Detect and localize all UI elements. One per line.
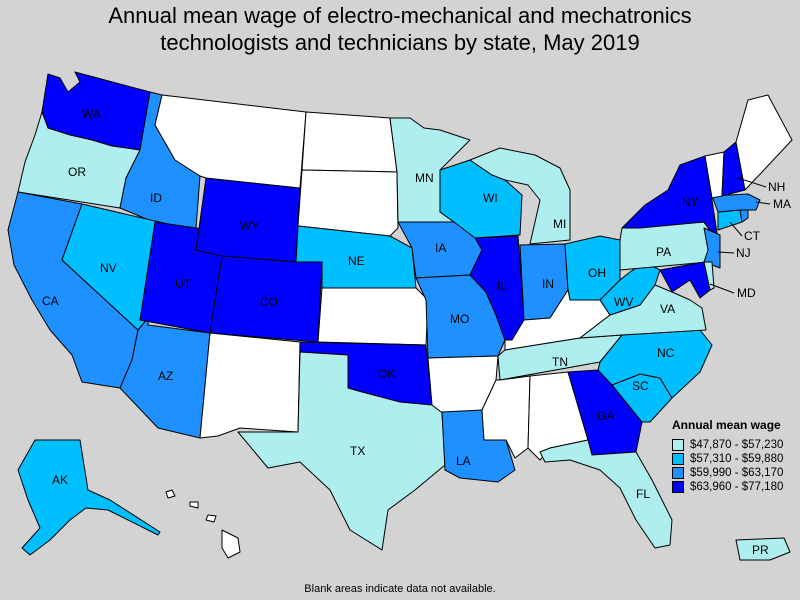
label-mo: MO <box>450 312 469 326</box>
label-nj: NJ <box>736 246 751 260</box>
state-sd[interactable] <box>297 169 399 237</box>
legend-label: $59,990 - $63,170 <box>690 467 784 479</box>
legend-swatch <box>672 481 684 493</box>
legend-label: $63,960 - $77,180 <box>690 481 784 493</box>
map-title: Annual mean wage of electro-mechanical a… <box>0 2 800 56</box>
label-mn: MN <box>415 171 434 185</box>
state-az[interactable] <box>119 317 211 439</box>
label-az: AZ <box>158 369 173 383</box>
label-ca: CA <box>42 294 59 308</box>
leader-md <box>709 283 735 294</box>
label-ia: IA <box>435 241 446 255</box>
leader-ma <box>755 201 771 205</box>
state-mi[interactable] <box>469 147 571 245</box>
state-labels: WA OR CA ID NV AZ UT WY CO NE OK TX MN I… <box>42 107 791 557</box>
leader-lines <box>709 177 771 294</box>
state-co[interactable] <box>209 255 323 343</box>
legend-swatch <box>672 439 684 451</box>
label-nv: NV <box>100 261 117 275</box>
state-pr[interactable] <box>735 537 791 561</box>
label-wi: WI <box>483 191 498 205</box>
label-or: OR <box>68 165 86 179</box>
label-ne: NE <box>348 254 365 268</box>
label-ct: CT <box>744 229 761 243</box>
state-hi[interactable] <box>165 489 241 559</box>
footnote: Blank areas indicate data not available. <box>304 583 496 595</box>
label-pa: PA <box>656 245 671 259</box>
label-ga: GA <box>597 409 614 423</box>
legend-item: $63,960 - $77,180 <box>672 480 798 494</box>
label-ut: UT <box>175 277 192 291</box>
map-title-line2: technologists and technicians by state, … <box>160 30 640 55</box>
label-il: IL <box>497 279 507 293</box>
label-ma: MA <box>773 197 791 211</box>
state-me[interactable] <box>735 94 793 191</box>
leader-nh <box>737 177 767 188</box>
state-ct[interactable] <box>717 209 743 231</box>
legend-title: Annual mean wage <box>672 418 781 432</box>
legend-swatch <box>672 453 684 465</box>
state-nm[interactable] <box>199 332 301 439</box>
label-md: MD <box>737 286 756 300</box>
state-fl[interactable] <box>539 439 673 549</box>
legend-swatch <box>672 467 684 479</box>
map-title-line1: Annual mean wage of electro-mechanical a… <box>108 3 692 28</box>
label-sc: SC <box>632 379 649 393</box>
label-tn: TN <box>552 355 568 369</box>
label-nh: NH <box>768 180 785 194</box>
state-ma[interactable] <box>711 193 761 213</box>
legend-item: $47,870 - $57,230 <box>672 438 798 452</box>
label-nc: NC <box>657 346 675 360</box>
state-tx[interactable] <box>237 351 446 551</box>
label-wa: WA <box>82 107 101 121</box>
label-co: CO <box>260 295 278 309</box>
legend-label: $47,870 - $57,230 <box>690 439 784 451</box>
state-de[interactable] <box>703 261 715 291</box>
state-ks[interactable] <box>317 287 429 346</box>
leader-ct <box>729 221 743 237</box>
label-fl: FL <box>636 487 650 501</box>
label-wy: WY <box>240 219 259 233</box>
label-in: IN <box>542 277 554 291</box>
label-la: LA <box>456 454 471 468</box>
label-ny: NY <box>682 195 699 209</box>
legend-label: $57,310 - $59,880 <box>690 453 784 465</box>
label-oh: OH <box>588 266 606 280</box>
label-ak: AK <box>52 473 68 487</box>
legend-item: $57,310 - $59,880 <box>672 452 798 466</box>
label-va: VA <box>660 302 675 316</box>
legend-item: $59,990 - $63,170 <box>672 466 798 480</box>
legend: Annual mean wage $47,870 - $57,230 $57,3… <box>672 418 798 494</box>
state-ri[interactable] <box>739 209 749 223</box>
state-ak[interactable] <box>17 439 161 556</box>
label-tx: TX <box>350 444 365 458</box>
label-id: ID <box>150 191 162 205</box>
label-pr: PR <box>752 543 769 557</box>
label-mi: MI <box>553 217 566 231</box>
label-ok: OK <box>378 367 395 381</box>
label-wv: WV <box>614 295 633 309</box>
leader-nj <box>717 251 735 254</box>
state-nd[interactable] <box>301 111 398 173</box>
